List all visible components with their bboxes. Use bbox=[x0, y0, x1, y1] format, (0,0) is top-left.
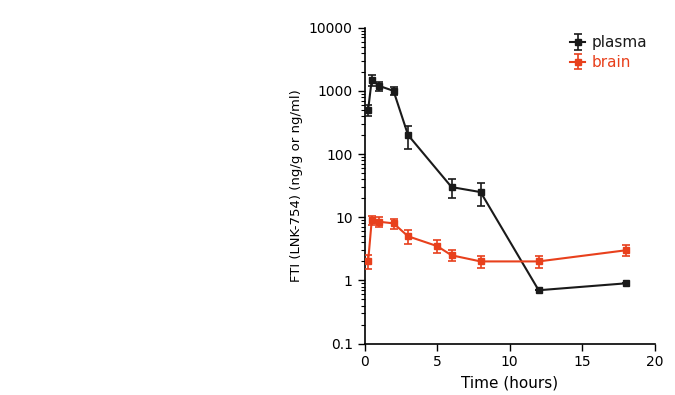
Y-axis label: FTI (LNK-754) (ng/g or ng/ml): FTI (LNK-754) (ng/g or ng/ml) bbox=[290, 89, 303, 282]
X-axis label: Time (hours): Time (hours) bbox=[461, 375, 558, 390]
Legend: plasma, brain: plasma, brain bbox=[570, 35, 647, 70]
